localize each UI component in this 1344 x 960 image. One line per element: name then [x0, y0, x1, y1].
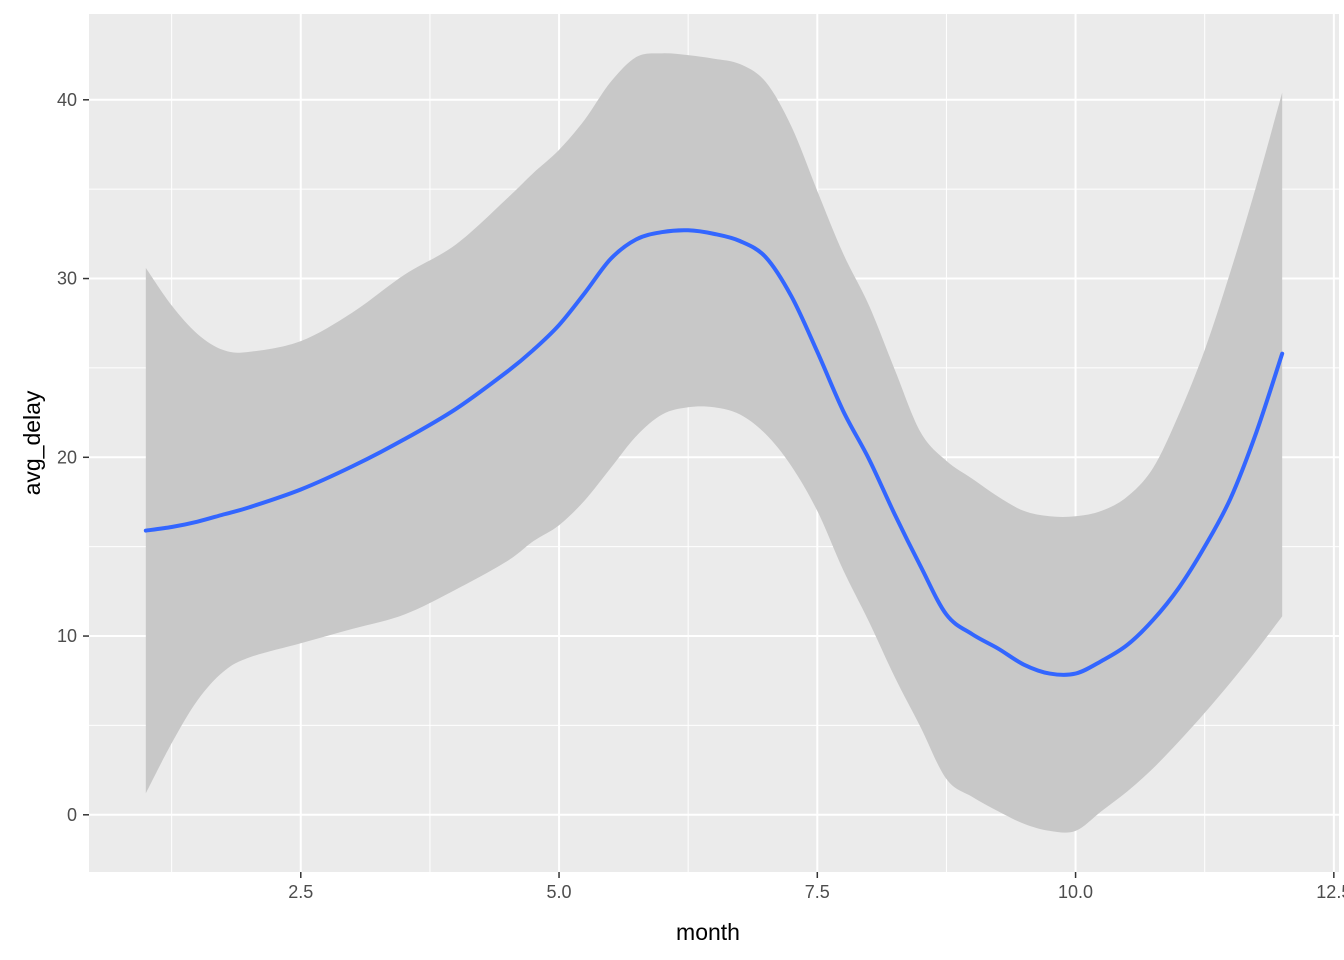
y-axis-title: avg_delay [19, 390, 45, 495]
y-tick-label: 40 [57, 90, 77, 110]
smooth-trend-line [143, 228, 1285, 677]
x-tick-label: 5.0 [547, 882, 572, 902]
y-tick-label: 0 [67, 805, 77, 825]
y-tick-label: 10 [57, 626, 77, 646]
x-tick-label: 12.5 [1316, 882, 1344, 902]
y-axis-ticks: 0 10 20 30 40 [57, 90, 89, 825]
x-tick-label: 2.5 [288, 882, 313, 902]
y-tick-label: 20 [57, 447, 77, 467]
x-axis-ticks: 2.5 5.0 7.5 10.0 12.5 [288, 872, 1344, 902]
x-tick-label: 10.0 [1058, 882, 1093, 902]
x-axis-title: month [676, 919, 740, 945]
x-tick-label: 7.5 [805, 882, 830, 902]
confidence-ribbon [145, 53, 1283, 833]
y-tick-label: 30 [57, 269, 77, 289]
